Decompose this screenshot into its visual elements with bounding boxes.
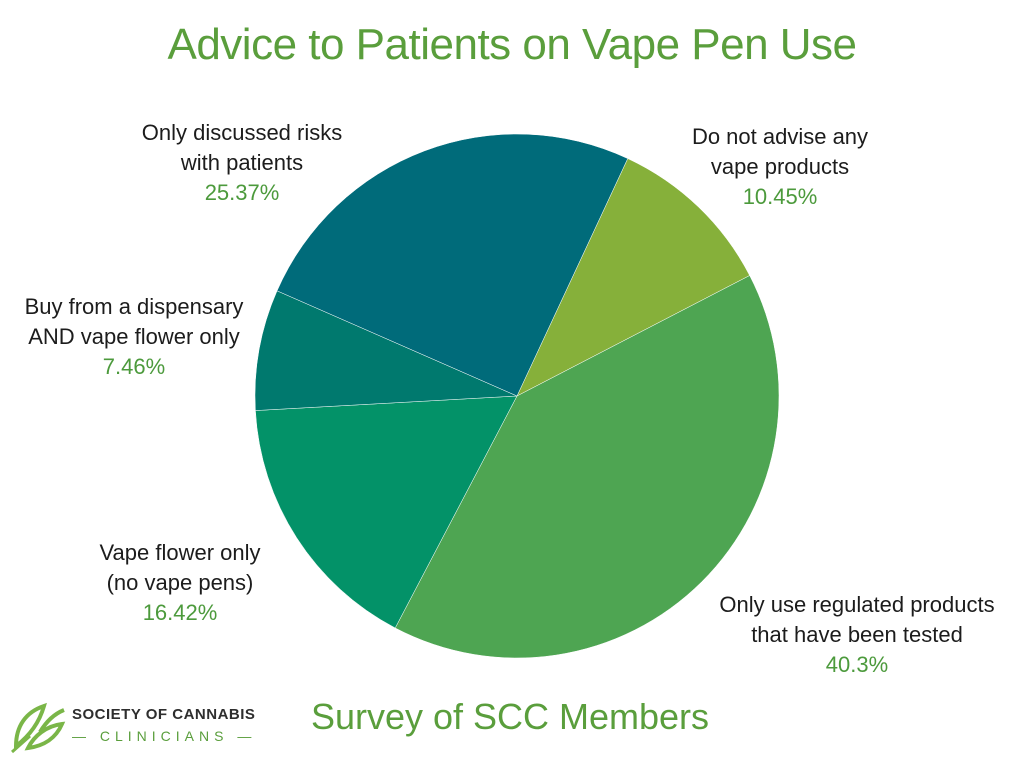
pie-slice-0	[516, 158, 750, 397]
value-label: 16.42%	[142, 600, 218, 625]
label-text-line: (no vape pens)	[106, 570, 254, 595]
label-text-line: Only use regulated products	[719, 592, 995, 617]
label-only-regulated: Only use regulated products that have be…	[690, 590, 1024, 680]
label-text-line: AND vape flower only	[28, 324, 240, 349]
label-text-line: Do not advise any	[691, 124, 869, 149]
logo-clinicians-text: CLINICIANS	[99, 728, 229, 744]
label-only-discussed-risks: Only discussed risks with patients 25.37…	[110, 118, 374, 208]
value-label: 25.37%	[204, 180, 280, 205]
pie-slice-4	[276, 133, 629, 397]
chart-subtitle: Survey of SCC Members	[310, 696, 710, 737]
pie-slice-2	[255, 395, 518, 629]
label-vape-flower-only: Vape flower only (no vape pens) 16.42%	[55, 538, 305, 628]
pie-slice-1	[394, 275, 780, 659]
value-label: 7.46%	[102, 354, 166, 379]
label-text-line: Only discussed risks	[141, 120, 343, 145]
scc-logo: SOCIETY OF CANNABIS — CLINICIANS —	[10, 698, 270, 754]
label-do-not-advise: Do not advise any vape products 10.45%	[640, 122, 920, 212]
logo-line-clinicians: — CLINICIANS —	[72, 728, 257, 744]
value-label: 10.45%	[742, 184, 818, 209]
logo-line-society: SOCIETY OF CANNABIS	[72, 706, 256, 723]
value-label: 40.3%	[825, 652, 889, 677]
label-text-line: Vape flower only	[99, 540, 261, 565]
pie-slice-3	[254, 290, 518, 411]
label-buy-from-dispensary: Buy from a dispensary AND vape flower on…	[2, 292, 266, 382]
label-text-line: vape products	[710, 154, 850, 179]
label-text-line: that have been tested	[751, 622, 963, 647]
label-text-line: with patients	[180, 150, 304, 175]
label-text-line: Buy from a dispensary	[24, 294, 244, 319]
chart-title: Advice to Patients on Vape Pen Use	[167, 20, 857, 69]
leaf-logo-icon	[11, 702, 66, 754]
